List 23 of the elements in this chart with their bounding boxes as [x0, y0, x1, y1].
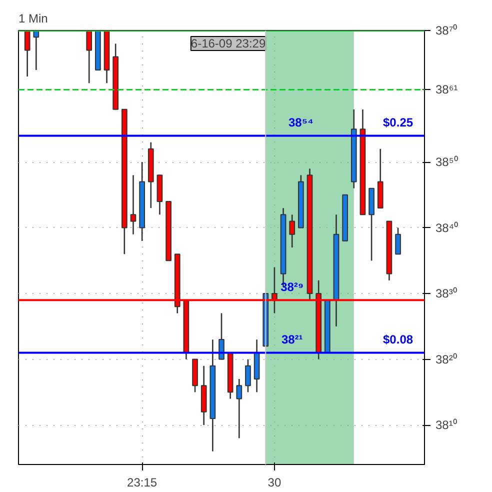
y-tick-label: 38⁴⁰ [436, 220, 458, 235]
candlestick [245, 358, 251, 393]
chart-title: 1 Min [18, 12, 48, 26]
candlestick [289, 214, 296, 248]
annotation: 38²⁹ [280, 280, 304, 294]
candlestick [236, 378, 242, 439]
y-tick-label: 38³⁰ [436, 286, 457, 301]
y-tick-label: 38²⁰ [436, 352, 457, 366]
y-tick-label: 38¹⁰ [436, 418, 457, 432]
candlestick [395, 227, 401, 255]
ref-line-label: 38⁶¹ [436, 82, 458, 97]
x-tick-label: 23:15 [127, 476, 158, 490]
candlestick [86, 30, 92, 84]
y-tick-label: 38⁵⁰ [436, 155, 458, 170]
annotation: 38⁵⁴ [288, 116, 314, 130]
x-tick-label: 30 [268, 476, 282, 490]
ref-line-label: 6-16-09 23:29 [190, 36, 266, 50]
candlestick [218, 312, 224, 360]
candlestick [130, 174, 136, 235]
annotation: 38²¹ [281, 332, 303, 347]
ref-line-label: 38⁷⁰ [436, 24, 458, 38]
annotation: $0.08 [383, 332, 414, 347]
annotation: $0.25 [383, 116, 414, 130]
